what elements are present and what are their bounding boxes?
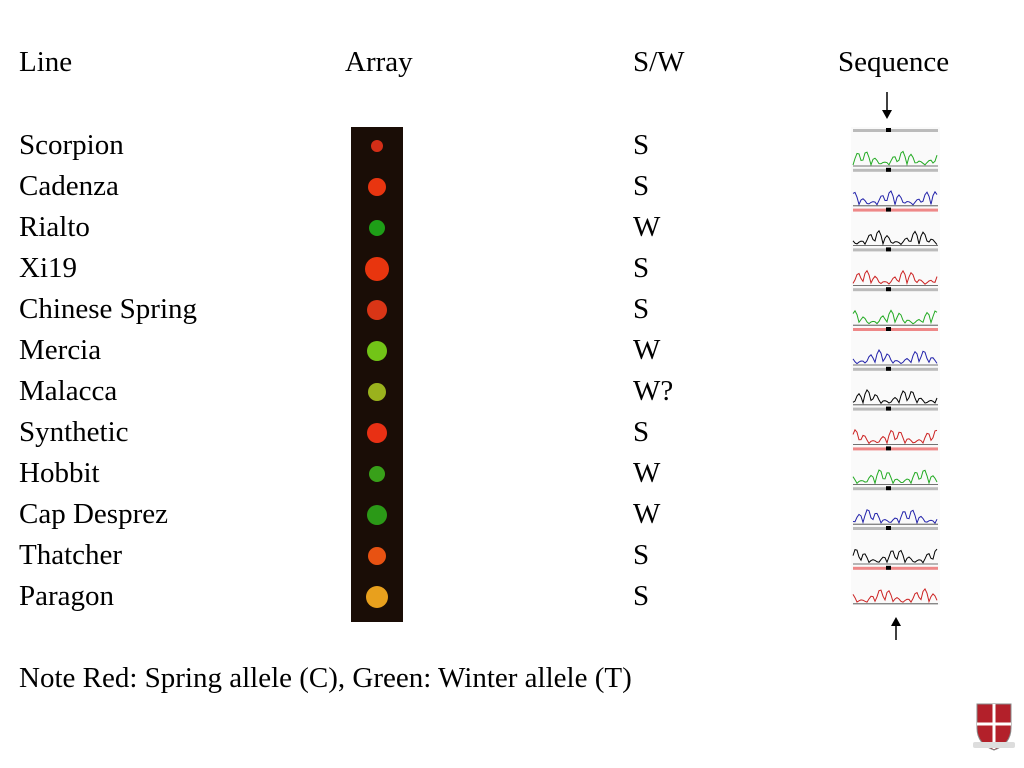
column-header: Line [19, 46, 73, 78]
trace-header [853, 328, 938, 331]
sw-value: W [633, 211, 661, 243]
array-spot [368, 547, 386, 565]
trace-header [853, 447, 938, 451]
trace-header [853, 248, 938, 252]
trace-marker [886, 207, 891, 212]
array-spot [369, 220, 385, 236]
trace [852, 269, 938, 285]
trace [852, 229, 938, 246]
line-name: Scorpion [19, 129, 124, 161]
line-name: Synthetic [19, 416, 129, 448]
trace-marker [886, 446, 891, 451]
trace-marker [886, 167, 891, 172]
line-name: Paragon [19, 580, 115, 612]
array-spot [367, 505, 387, 525]
trace [852, 509, 938, 525]
sw-value: W [633, 498, 661, 530]
column-header: S/W [633, 46, 685, 78]
column-header: Sequence [838, 46, 950, 78]
line-name: Rialto [19, 211, 90, 243]
trace [852, 190, 938, 206]
column-header: Array [345, 46, 413, 78]
trace-header [853, 208, 938, 212]
sw-value: S [633, 293, 650, 325]
line-name: Mercia [19, 334, 102, 366]
sw-value: W [633, 334, 661, 366]
array-strip [351, 127, 403, 622]
array-spot [369, 466, 385, 482]
trace [852, 469, 938, 486]
sw-value: S [633, 252, 650, 284]
line-name: Xi19 [19, 252, 77, 284]
trace [852, 428, 938, 445]
trace-marker [886, 526, 891, 530]
array-spot [367, 341, 387, 361]
array-spot [367, 423, 387, 443]
trace-header [853, 168, 938, 172]
trace-marker [886, 287, 891, 292]
arrow-head [882, 110, 892, 119]
trace-marker [886, 247, 891, 252]
sw-value: S [633, 580, 650, 612]
trace-marker [886, 565, 891, 570]
trace-header [853, 129, 938, 132]
array-spot [367, 300, 387, 320]
array-spot [368, 178, 386, 196]
array-spot [368, 383, 386, 401]
line-name: Cadenza [19, 170, 119, 202]
trace-marker [886, 128, 891, 132]
arrow-head [891, 617, 901, 626]
sw-value: S [633, 170, 650, 202]
logo [973, 703, 1015, 751]
trace-header [853, 367, 938, 371]
trace-marker [886, 486, 891, 491]
trace [852, 548, 938, 564]
line-name: Hobbit [19, 457, 100, 489]
sw-value: S [633, 129, 650, 161]
trace-header [853, 288, 938, 292]
array-spot [366, 586, 388, 608]
line-name: Chinese Spring [19, 293, 198, 325]
line-name: Malacca [19, 375, 118, 407]
trace-marker [886, 366, 891, 371]
trace-marker [886, 406, 891, 411]
sequence-strip [851, 127, 940, 605]
note: Note Red: Spring allele (C), Green: Wint… [19, 662, 632, 694]
sw-value: W? [633, 375, 674, 407]
trace-header [853, 487, 938, 491]
array-spot [371, 140, 383, 152]
trace-marker [886, 327, 891, 331]
trace [852, 587, 938, 604]
sw-value: S [633, 539, 650, 571]
trace [852, 348, 938, 365]
sw-value: S [633, 416, 650, 448]
trace-header [853, 407, 938, 411]
sw-value: W [633, 457, 661, 489]
line-name: Cap Desprez [19, 498, 168, 530]
trace [852, 388, 938, 405]
trace-header [853, 527, 938, 530]
line-name: Thatcher [19, 539, 123, 571]
trace [852, 150, 938, 167]
array-spot [365, 257, 389, 281]
trace [852, 309, 938, 325]
trace-header [853, 566, 938, 570]
